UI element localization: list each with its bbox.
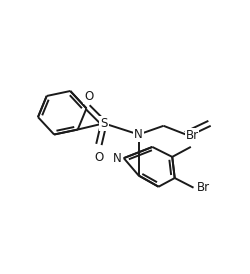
Text: N: N — [112, 152, 121, 165]
Text: S: S — [100, 117, 108, 130]
Text: O: O — [94, 151, 104, 164]
Text: O: O — [84, 90, 94, 103]
Text: Br: Br — [186, 129, 199, 142]
Text: Br: Br — [197, 181, 210, 194]
Text: N: N — [134, 128, 143, 141]
